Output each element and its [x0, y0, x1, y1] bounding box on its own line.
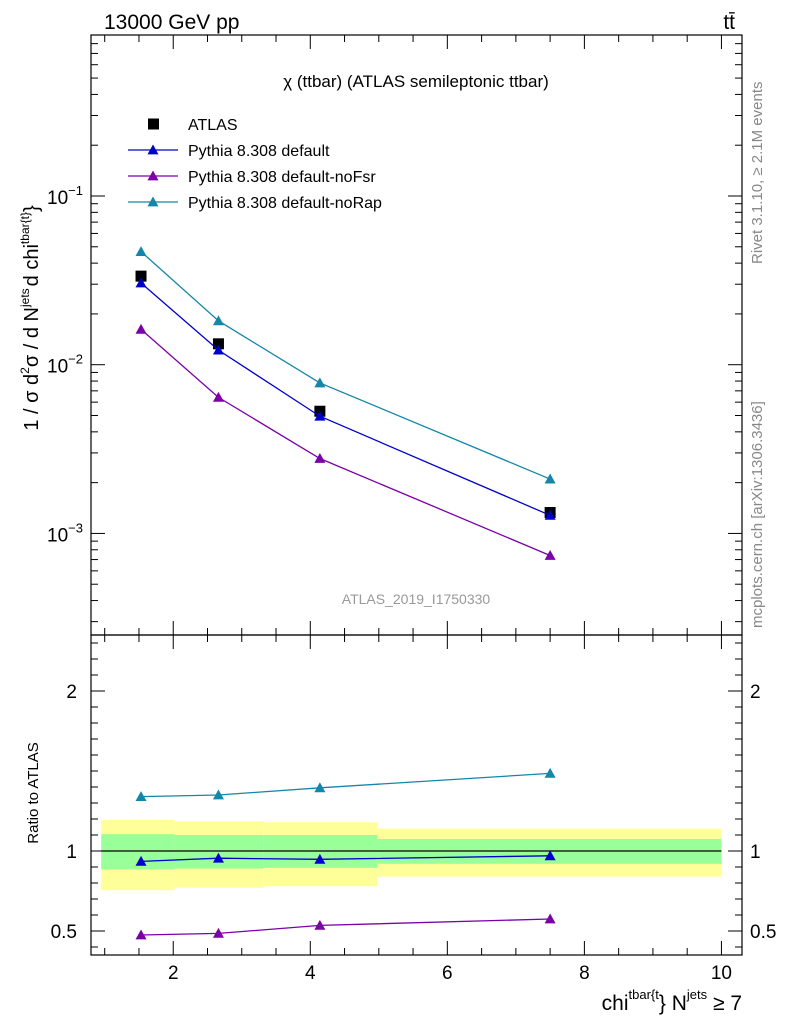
- data-point-triangle: [544, 473, 556, 484]
- data-point-triangle: [212, 344, 224, 355]
- data-point-triangle: [314, 453, 326, 463]
- series-line: [140, 328, 551, 557]
- ratio-data-point: [135, 929, 147, 940]
- legend-marker: [148, 118, 159, 130]
- rivet-label: Rivet 3.1.10, ≥ 2.1M events: [749, 82, 766, 265]
- legend-marker: [147, 196, 159, 207]
- x-tick-label: 8: [579, 963, 590, 984]
- ratio-series-line: [140, 855, 551, 863]
- data-point-triangle: [314, 377, 326, 388]
- ratio-band-inner: [174, 835, 264, 869]
- x-tick-label: 4: [305, 963, 316, 984]
- legend-marker: [147, 170, 159, 181]
- data-point-triangle: [135, 277, 147, 288]
- series-line: [140, 251, 551, 480]
- x-tick-label: 10: [711, 963, 732, 984]
- data-point-triangle: [135, 323, 147, 334]
- ratio-series-line: [141, 772, 551, 798]
- x-tick-label: 2: [168, 963, 179, 984]
- ratio-axis-ticks: 0.5 0.5 1 1 2 2 2 4 6 8 10: [51, 635, 776, 984]
- energy-label: 13000 GeV pp: [104, 11, 239, 34]
- ratio-data-point: [544, 767, 556, 778]
- ratio-y-axis-label: Ratio to ATLAS: [25, 742, 42, 843]
- main-y-tick-label: 10−1: [47, 183, 83, 209]
- ratio-data-point: [544, 913, 556, 924]
- ratio-frame: [90, 634, 743, 956]
- x-tick-label: 6: [442, 963, 453, 984]
- process-label: tt̄: [723, 11, 735, 34]
- data-point-square: [135, 270, 147, 282]
- ratio-data-point: [314, 853, 326, 864]
- legend-label: Pythia 8.308 default-noFsr: [188, 169, 376, 186]
- data-point-square: [212, 338, 224, 350]
- ratio-data-point: [135, 791, 147, 801]
- ratio-data-point: [135, 855, 147, 866]
- data-point-triangle: [135, 246, 147, 257]
- ratio-data-point: [212, 789, 224, 800]
- plot-title: χ (ttbar) (ATLAS semileptonic ttbar): [283, 72, 549, 91]
- ratio-y-tick-label-left: 1: [66, 842, 77, 863]
- data-point-triangle: [212, 315, 224, 326]
- ratio-data-point: [212, 852, 224, 863]
- legend-label: Pythia 8.308 default: [188, 143, 330, 160]
- main-series: [135, 246, 556, 560]
- ratio-data-point: [212, 927, 224, 938]
- main-y-tick-label: 10−2: [47, 352, 83, 378]
- data-point-triangle: [544, 549, 556, 560]
- data-point-triangle: [314, 410, 326, 421]
- legend-marker: [147, 144, 159, 155]
- ratio-data-point: [544, 850, 556, 861]
- x-axis-label: chitbar{t} Njets ≥ 7: [602, 987, 742, 1015]
- ratio-uncertainty-bands: [101, 819, 722, 891]
- analysis-watermark: ATLAS_2019_I1750330: [342, 591, 491, 607]
- ratio-series-line: [141, 918, 551, 936]
- data-point-triangle: [212, 391, 224, 402]
- ratio-panel: 0.5 0.5 1 1 2 2 2 4 6 8 10 Ratio to ATLAS chitbar{…: [25, 634, 776, 1015]
- ratio-data-point: [314, 782, 326, 793]
- data-point-triangle: [544, 509, 556, 520]
- ratio-y-tick-label-left: 0.5: [51, 922, 77, 943]
- ratio-y-tick-label-left: 2: [66, 682, 77, 703]
- ratio-data-point: [314, 919, 326, 930]
- legend-label: Pythia 8.308 default-noRap: [188, 195, 382, 212]
- legend: ATLAS Pythia 8.308 default Pythia 8.308 de…: [128, 117, 382, 212]
- series-line: [140, 282, 551, 516]
- main-axis-ticks: 10−1 10−2 10−3: [47, 34, 742, 635]
- main-y-tick-label: 10−3: [47, 520, 83, 546]
- ratio-y-tick-label-right: 1: [750, 842, 761, 863]
- main-y-axis-label: 1 / σ d2σ / d Njetsd chitbar{t}}: [18, 205, 43, 431]
- main-panel: 10−1 10−2 10−3 χ (ttbar) (ATLAS semilepton…: [18, 34, 743, 636]
- ratio-y-tick-label-right: 0.5: [750, 922, 776, 943]
- ratio-y-tick-label-right: 2: [750, 682, 761, 703]
- ratio-series: [135, 767, 556, 940]
- legend-label: ATLAS: [188, 117, 238, 134]
- source-label: mcplots.cern.ch [arXiv:1306.3436]: [749, 401, 766, 628]
